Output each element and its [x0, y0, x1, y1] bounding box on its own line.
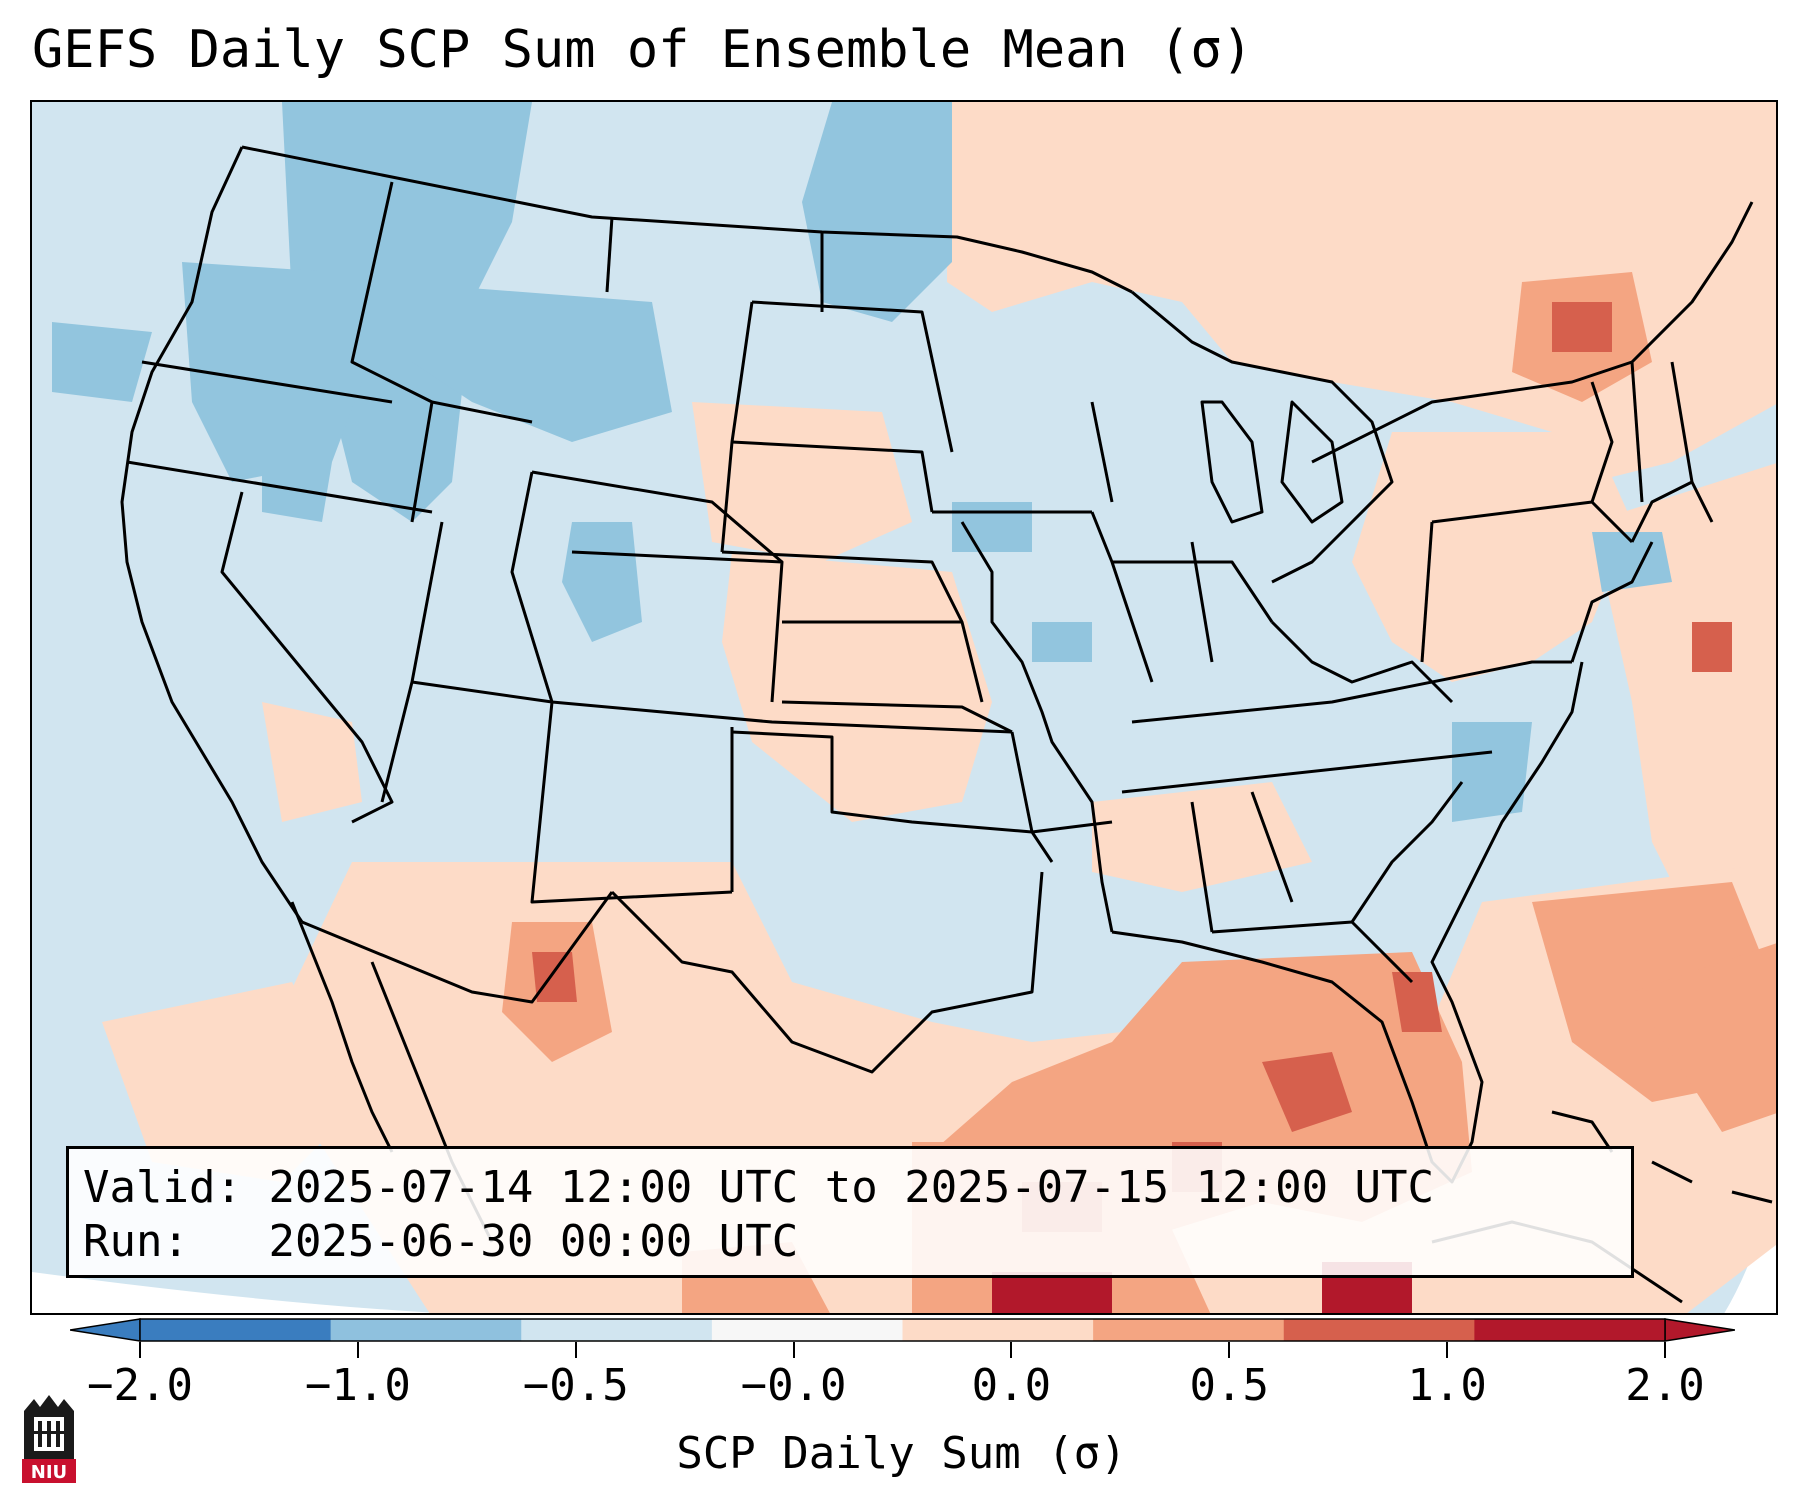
colorbar-segment [1474, 1319, 1666, 1341]
valid-value: 2025-07-14 12:00 UTC to 2025-07-15 12:00… [268, 1162, 1435, 1213]
colorbar-segment [1283, 1319, 1475, 1341]
colorbar-tick-label: −0.0 [740, 1360, 847, 1411]
colorbar-segment [711, 1319, 903, 1341]
map-panel[interactable] [30, 100, 1778, 1315]
chart-title: GEFS Daily SCP Sum of Ensemble Mean (σ) [32, 20, 1253, 80]
run-label: Run: [83, 1216, 189, 1267]
niu-logo: NIU [20, 1393, 78, 1485]
colorbar-tick [1010, 1342, 1013, 1358]
colorbar-segment [1093, 1319, 1285, 1341]
colorbar-tick [1446, 1342, 1449, 1358]
colorbar-tick [574, 1342, 577, 1358]
colorbar-tick [1228, 1342, 1231, 1358]
colorbar-outline [139, 1318, 1666, 1342]
projection-edge-right [1724, 1172, 1776, 1313]
colorbar-tick-label: −1.0 [304, 1360, 411, 1411]
map-canvas[interactable] [32, 102, 1778, 1315]
colorbar-tick-label: −2.0 [87, 1360, 193, 1411]
niu-logo-icon: NIU [22, 1395, 76, 1483]
colorbar-extend-min [69, 1318, 141, 1342]
colorbar [69, 1318, 1736, 1342]
projection-edge-left [32, 1272, 438, 1313]
negative-anomaly-regions [52, 102, 1672, 822]
colorbar-tick-label: −0.5 [522, 1360, 629, 1411]
colorbar-title: SCP Daily Sum (σ) [676, 1428, 1127, 1479]
colorbar-tick [139, 1342, 141, 1358]
valid-label: Valid: [83, 1162, 242, 1213]
colorbar-tick [792, 1342, 795, 1358]
colorbar-segment [902, 1319, 1094, 1341]
colorbar-segment [140, 1319, 332, 1341]
colorbar-segment [330, 1319, 522, 1341]
colorbar-extend-max [1664, 1318, 1736, 1342]
colorbar-tick-label: 2.0 [1625, 1360, 1705, 1411]
colorbar-segment [521, 1319, 713, 1341]
colorbar-tick-label: 0.0 [971, 1360, 1052, 1411]
colorbar-tick [356, 1342, 359, 1358]
colorbar-tick [1664, 1342, 1666, 1358]
colorbar-svg [69, 1318, 1736, 1342]
valid-run-infobox: Valid: 2025-07-14 12:00 UTC to 2025-07-1… [66, 1146, 1634, 1278]
colorbar-tick-label: 0.5 [1189, 1360, 1270, 1411]
run-value: 2025-06-30 00:00 UTC [268, 1216, 799, 1267]
state-borders [120, 145, 1773, 1304]
niu-logo-text: NIU [31, 1462, 67, 1483]
colorbar-tick-label: 1.0 [1407, 1360, 1487, 1411]
